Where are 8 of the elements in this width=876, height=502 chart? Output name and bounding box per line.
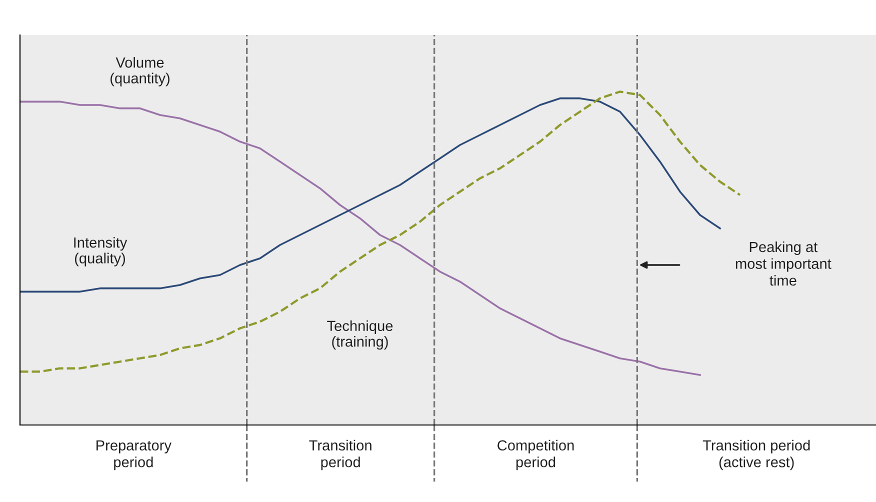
series-label: Volume (quantity) (110, 57, 170, 86)
text: Technique (training) (327, 320, 393, 350)
text: Preparatory period (96, 440, 172, 470)
text: Transition period (active rest) (702, 440, 810, 470)
text: Transition period (309, 440, 372, 470)
annotation: Peaking at most important time (736, 241, 832, 286)
text: Competition period (498, 440, 574, 470)
series-label: Intensity (quality) (74, 237, 128, 266)
